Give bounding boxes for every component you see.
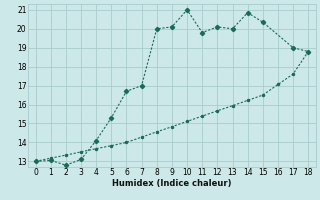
X-axis label: Humidex (Indice chaleur): Humidex (Indice chaleur) bbox=[112, 179, 232, 188]
